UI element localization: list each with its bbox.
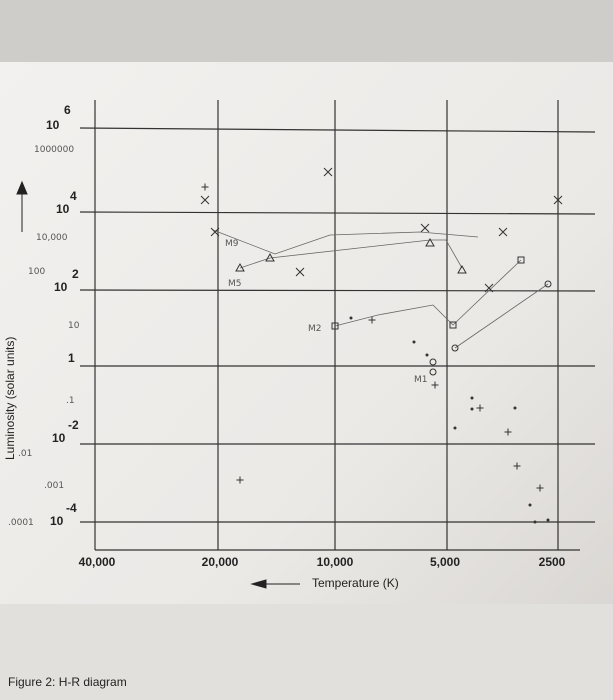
grid-line (79, 211, 596, 215)
background (0, 0, 613, 62)
grid-line (79, 127, 596, 133)
annotation: M1 (414, 375, 428, 385)
x-tick-label: 10,000 (317, 555, 354, 569)
paper (0, 60, 613, 700)
y-tick-label: 10 (46, 118, 60, 132)
y-tick-label: 10,000 (36, 233, 68, 243)
track-line (212, 229, 479, 255)
marker (533, 520, 537, 524)
y-tick-label: .1 (66, 396, 75, 406)
marker (513, 406, 517, 410)
y-tick-exponent: 4 (70, 189, 77, 203)
y-tick-label: .001 (44, 481, 64, 491)
track-line (454, 283, 549, 349)
annotation: M9 (225, 239, 239, 249)
x-tick-label: 5,000 (430, 555, 460, 569)
y-tick-label: 10 (52, 431, 66, 445)
track-line (334, 259, 522, 327)
caption: Figure 2: H-R diagram (8, 675, 127, 689)
marker (470, 407, 474, 411)
y-labels: 10 6 1000000 10 4 10,000 100 10 2 10 1 .… (3, 103, 80, 528)
y-tick-exponent: -4 (66, 501, 77, 515)
y-tick-exponent: 6 (64, 103, 71, 117)
y-tick-label: 1 (68, 351, 75, 365)
marker (453, 426, 457, 430)
y-tick-label: 10 (68, 321, 80, 331)
marker (412, 340, 416, 344)
y-axis-title: Luminosity (solar units) (3, 337, 17, 460)
y-tick-label: 10 (54, 280, 68, 294)
y-tick-label: 10 (50, 514, 64, 528)
y-tick-label: 1000000 (34, 145, 74, 155)
marker (470, 396, 474, 400)
annotations: M9 M5 M2 M1 (225, 239, 428, 385)
marker (425, 353, 429, 357)
grid (79, 100, 596, 551)
y-tick-exponent: -2 (68, 418, 79, 432)
y-tick-label: .0001 (8, 518, 34, 528)
x-labels: 40,000 20,000 10,000 5,000 2500 Temperat… (79, 555, 566, 590)
marker (528, 503, 532, 507)
y-tick-label: .01 (18, 449, 32, 459)
grid-line (79, 289, 596, 292)
x-axis-title: Temperature (K) (312, 576, 399, 590)
arrow (16, 180, 28, 232)
caption-area (0, 604, 613, 700)
x-tick-label: 2500 (539, 555, 566, 569)
annotation: M2 (308, 324, 322, 334)
marker (546, 518, 550, 522)
y-tick-exponent: 2 (72, 267, 79, 281)
y-tick-label: 100 (28, 267, 45, 277)
arrow (250, 579, 300, 589)
x-tick-label: 40,000 (79, 555, 116, 569)
marker (349, 316, 353, 320)
y-tick-label: 10 (56, 202, 70, 216)
annotation: M5 (228, 279, 242, 289)
x-tick-label: 20,000 (202, 555, 239, 569)
